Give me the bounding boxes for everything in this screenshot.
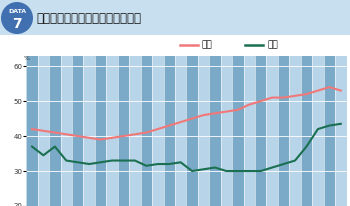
Bar	[312, 56, 324, 206]
Bar	[26, 56, 38, 206]
Bar	[49, 56, 61, 206]
Bar	[95, 56, 106, 206]
Bar	[289, 56, 301, 206]
Bar	[152, 56, 163, 206]
Bar	[221, 56, 232, 206]
Bar	[38, 56, 49, 206]
Bar	[118, 56, 129, 206]
Bar	[244, 56, 255, 206]
Bar	[232, 56, 244, 206]
Bar	[335, 56, 346, 206]
Bar	[83, 56, 95, 206]
Bar	[301, 56, 312, 206]
Bar	[278, 56, 289, 206]
Text: 男子: 男子	[267, 41, 278, 50]
Bar	[72, 56, 83, 206]
Bar	[106, 56, 118, 206]
Text: %: %	[23, 56, 29, 61]
Text: 岡山県の大学等進学率の年次変化: 岡山県の大学等進学率の年次変化	[36, 12, 141, 25]
Bar	[141, 56, 152, 206]
Text: 7: 7	[12, 17, 22, 31]
Text: DATA: DATA	[8, 8, 26, 14]
Bar	[198, 56, 209, 206]
Bar	[61, 56, 72, 206]
Bar	[175, 56, 186, 206]
Bar	[129, 56, 141, 206]
Bar	[163, 56, 175, 206]
Bar	[324, 56, 335, 206]
Bar	[255, 56, 266, 206]
Circle shape	[1, 2, 33, 34]
Bar	[186, 56, 198, 206]
Bar	[209, 56, 221, 206]
Bar	[266, 56, 278, 206]
Text: 女子: 女子	[202, 41, 213, 50]
